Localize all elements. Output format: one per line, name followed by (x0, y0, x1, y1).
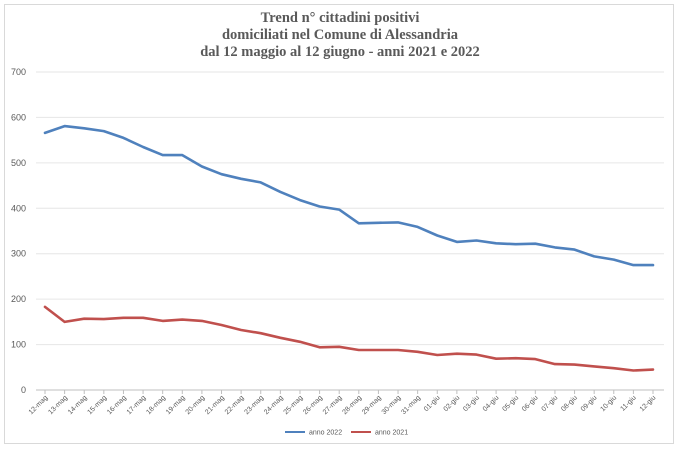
x-tick-label: 12-mag (28, 394, 50, 416)
x-tick-label: 31-mag (400, 394, 422, 416)
series-line-2 (43, 305, 655, 372)
x-tick-label: 08-giu (560, 394, 579, 413)
x-tick-label: 14-mag (67, 394, 89, 416)
x-tick-label: 05-giu (501, 394, 520, 413)
x-tick-label: 19-mag (165, 394, 187, 416)
x-tick-label: 03-giu (462, 394, 481, 413)
x-tick-label: 17-mag (126, 394, 148, 416)
x-tick-label: 07-giu (541, 394, 560, 413)
series-lines (43, 124, 655, 372)
x-tick-label: 30-mag (381, 394, 403, 416)
x-tick-label: 21-mag (204, 394, 226, 416)
chart-frame (4, 4, 674, 444)
chart-title-line-2: domiciliati nel Comune di Alessandria (221, 27, 459, 43)
y-tick-label: 300 (11, 249, 26, 259)
x-tick-label: 10-giu (599, 394, 618, 413)
x-tick-label: 04-giu (482, 394, 501, 413)
x-tick-label: 22-mag (224, 394, 246, 416)
chart-title: Trend n° cittadini positivi domiciliati … (0, 10, 680, 61)
x-tick-label: 29-mag (361, 394, 383, 416)
gridlines (36, 71, 664, 391)
x-tick-label: 06-giu (521, 394, 540, 413)
x-tick-label: 01-giu (423, 394, 442, 413)
y-tick-label: 100 (11, 340, 26, 350)
y-tick-label: 700 (11, 67, 26, 77)
x-tick-label: 12-giu (639, 394, 658, 413)
x-tick-label: 23-mag (243, 394, 265, 416)
x-tick-label: 13-mag (47, 394, 69, 416)
y-tick-label: 500 (11, 158, 26, 168)
y-tick-label: 200 (11, 294, 26, 304)
legend-label-2: anno 2021 (375, 430, 408, 437)
y-tick-label: 400 (11, 203, 26, 213)
x-tick-label: 26-mag (302, 394, 324, 416)
series-line-1 (43, 124, 655, 267)
x-tick-label: 24-mag (263, 394, 285, 416)
x-axis-ticks: 12-mag13-mag14-mag15-mag16-mag17-mag18-m… (28, 390, 658, 416)
y-tick-label: 600 (11, 112, 26, 122)
x-tick-label: 27-mag (322, 394, 344, 416)
y-axis-ticks: 0 100 200 300 400 500 600 700 (11, 67, 26, 395)
x-tick-label: 18-mag (145, 394, 167, 416)
x-tick-label: 15-mag (87, 394, 109, 416)
x-tick-label: 16-mag (106, 394, 128, 416)
chart-title-line-3: dal 12 maggio al 12 giugno - anni 2021 e… (200, 44, 480, 60)
x-tick-label: 25-mag (283, 394, 305, 416)
x-tick-label: 28-mag (341, 394, 363, 416)
chart-title-line-1: Trend n° cittadini positivi (260, 10, 420, 26)
legend-label-1: anno 2022 (309, 430, 342, 437)
legend: anno 2022 anno 2021 (285, 430, 408, 437)
x-tick-label: 11-giu (619, 394, 637, 412)
x-tick-label: 02-giu (443, 394, 462, 413)
x-tick-label: 09-giu (580, 394, 599, 413)
y-tick-label: 0 (21, 385, 26, 395)
x-tick-label: 20-mag (185, 394, 207, 416)
